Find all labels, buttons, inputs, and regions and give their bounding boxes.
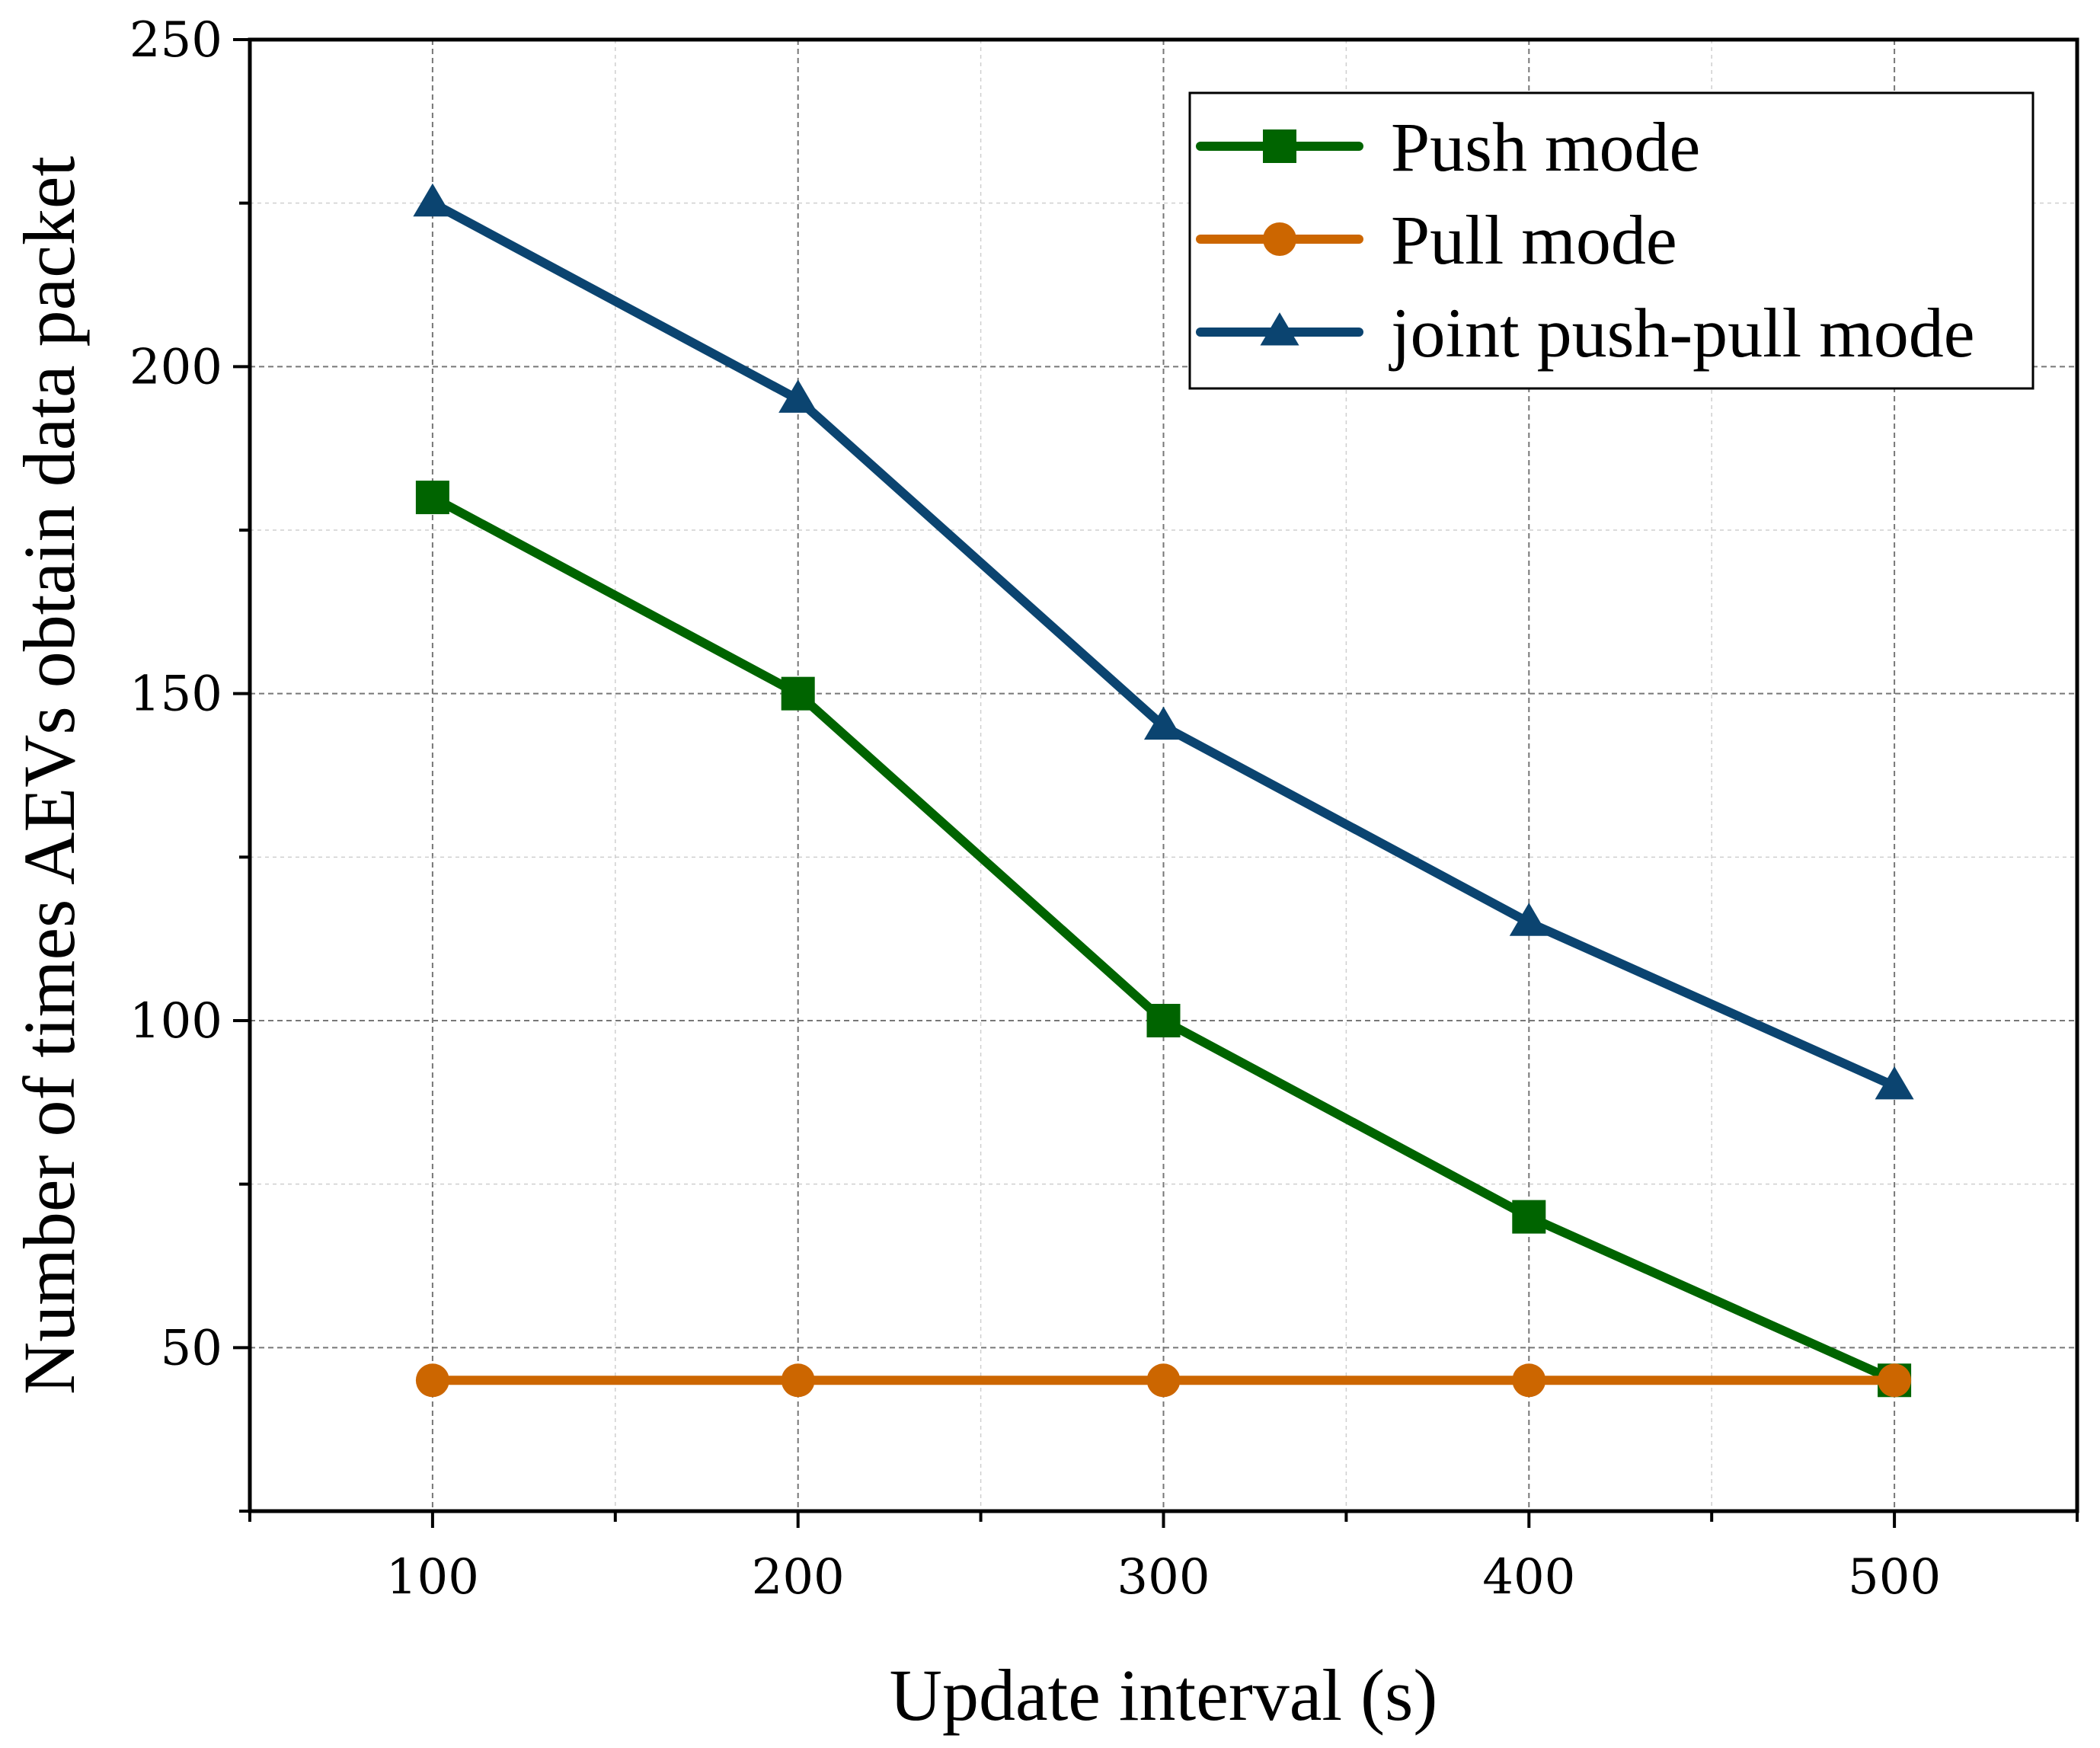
legend-marker-push-mode — [1263, 129, 1296, 163]
y-tick-label: 50 — [161, 1320, 222, 1376]
series-group — [413, 183, 1914, 1398]
y-tick-label: 250 — [129, 12, 222, 69]
pull-mode-point — [415, 1363, 449, 1398]
pull-mode-point — [1878, 1363, 1912, 1398]
x-tick-label: 100 — [386, 1549, 479, 1606]
push-mode-point — [1146, 1004, 1181, 1037]
y-tick-label: 200 — [129, 339, 222, 395]
pull-mode-point — [781, 1363, 815, 1398]
y-tick-label: 100 — [129, 993, 222, 1050]
joint-push-pull-mode-point — [413, 183, 452, 217]
joint-push-pull-mode-point — [1875, 1066, 1914, 1100]
legend-marker-pull-mode — [1263, 222, 1296, 256]
grid — [250, 40, 2077, 1511]
joint-push-pull-mode-point — [1509, 903, 1549, 936]
legend-label-joint-push-pull-mode: joint push-pull mode — [1389, 294, 1975, 372]
legend-marker-joint-push-pull-mode — [1260, 312, 1299, 346]
pull-mode-point — [1512, 1363, 1546, 1398]
tick-labels: 100 200 300 400 500 50 100 150 200 250 — [129, 12, 1941, 1606]
push-mode-point — [415, 481, 449, 515]
legend-label-pull-mode: Pull mode — [1391, 201, 1677, 279]
plot-frame — [248, 37, 2079, 1513]
x-tick-label: 500 — [1848, 1549, 1941, 1606]
x-axis-title: Update interval (s) — [890, 1654, 1438, 1736]
x-tick-label: 400 — [1482, 1549, 1575, 1606]
x-tick-label: 300 — [1117, 1549, 1210, 1606]
push-mode-point — [781, 676, 815, 711]
legend: Push mode Pull mode joint push-pull mode — [1188, 91, 2034, 390]
x-tick-label: 200 — [752, 1549, 845, 1606]
push-mode-point — [1512, 1200, 1546, 1234]
pull-mode-point — [1146, 1363, 1181, 1398]
y-axis-title: Number of times AEVs obtain data packet — [8, 156, 90, 1395]
legend-label-push-mode: Push mode — [1391, 108, 1700, 186]
joint-push-pull-mode-point — [778, 379, 818, 413]
y-tick-label: 150 — [129, 666, 222, 723]
joint-push-pull-mode-point — [1143, 706, 1184, 740]
